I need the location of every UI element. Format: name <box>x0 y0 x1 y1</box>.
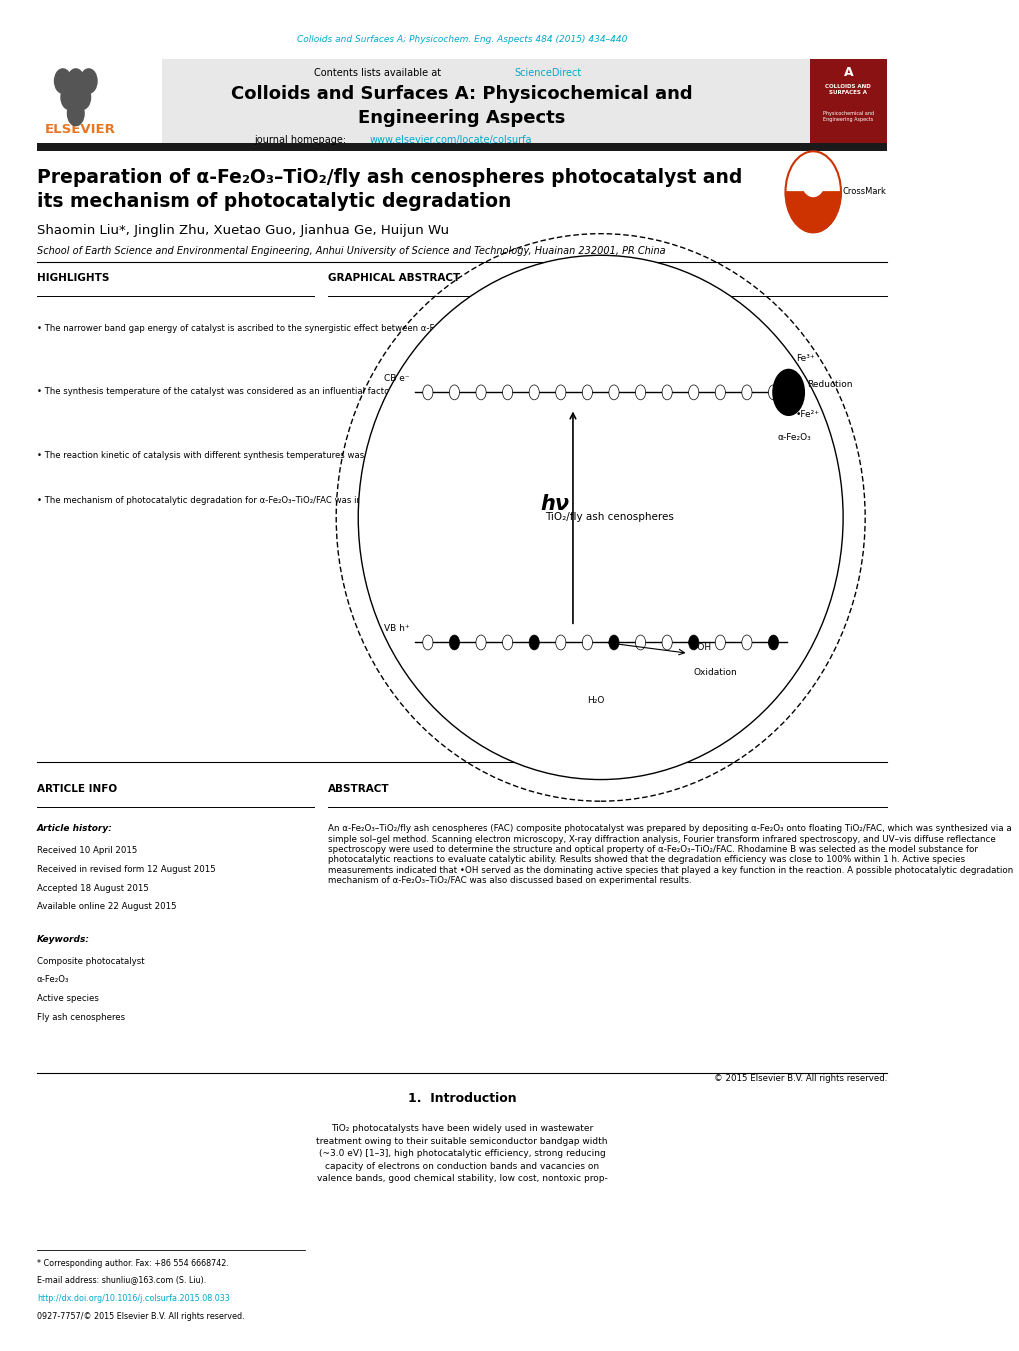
Text: Article history:: Article history: <box>37 824 113 834</box>
Circle shape <box>555 385 566 400</box>
Text: ELSEVIER: ELSEVIER <box>44 123 115 136</box>
Circle shape <box>767 385 777 400</box>
Text: Contents lists available at: Contents lists available at <box>314 68 444 77</box>
Circle shape <box>785 151 840 232</box>
Circle shape <box>476 635 486 650</box>
Text: ARTICLE INFO: ARTICLE INFO <box>37 784 117 793</box>
Text: Physicochemical and
Engineering Aspects: Physicochemical and Engineering Aspects <box>822 111 873 122</box>
Text: Received 10 April 2015: Received 10 April 2015 <box>37 846 138 855</box>
Circle shape <box>714 385 725 400</box>
Text: TiO₂/fly ash cenospheres: TiO₂/fly ash cenospheres <box>545 512 674 523</box>
Text: Composite photocatalyst: Composite photocatalyst <box>37 957 145 966</box>
Circle shape <box>800 159 825 197</box>
Text: Shaomin Liu*, Jinglin Zhu, Xuetao Guo, Jianhua Ge, Huijun Wu: Shaomin Liu*, Jinglin Zhu, Xuetao Guo, J… <box>37 224 448 238</box>
Text: ScienceDirect: ScienceDirect <box>515 68 582 77</box>
Text: COLLOIDS AND
SURFACES A: COLLOIDS AND SURFACES A <box>824 84 870 95</box>
Text: School of Earth Science and Environmental Engineering, Anhui University of Scien: School of Earth Science and Environmenta… <box>37 246 665 255</box>
Text: * Corresponding author. Fax: +86 554 6668742.: * Corresponding author. Fax: +86 554 666… <box>37 1259 228 1269</box>
Ellipse shape <box>358 255 843 780</box>
Text: CrossMark: CrossMark <box>842 188 886 196</box>
Circle shape <box>422 635 432 650</box>
Bar <box>37 59 887 143</box>
Circle shape <box>449 385 460 400</box>
Text: • The synthesis temperature of the catalyst was considered as an influential fac: • The synthesis temperature of the catal… <box>37 388 522 396</box>
Text: E-mail address: shunliu@163.com (S. Liu).: E-mail address: shunliu@163.com (S. Liu)… <box>37 1275 206 1285</box>
Text: TiO₂ photocatalysts have been widely used in wastewater
treatment owing to their: TiO₂ photocatalysts have been widely use… <box>316 1124 607 1183</box>
Circle shape <box>81 69 97 93</box>
Circle shape <box>635 385 645 400</box>
Circle shape <box>529 635 539 650</box>
Text: www.elsevier.com/locate/colsurfa: www.elsevier.com/locate/colsurfa <box>369 135 532 145</box>
Circle shape <box>741 385 751 400</box>
Circle shape <box>476 385 486 400</box>
Circle shape <box>661 635 672 650</box>
Circle shape <box>502 385 513 400</box>
Circle shape <box>73 85 91 109</box>
Text: Oxidation: Oxidation <box>693 667 736 677</box>
Text: Keywords:: Keywords: <box>37 935 90 944</box>
Text: Received in revised form 12 August 2015: Received in revised form 12 August 2015 <box>37 865 215 874</box>
Text: journal homepage:: journal homepage: <box>254 135 350 145</box>
Circle shape <box>67 69 84 93</box>
Text: ABSTRACT: ABSTRACT <box>328 784 389 793</box>
Circle shape <box>529 385 539 400</box>
Circle shape <box>661 385 672 400</box>
Circle shape <box>688 385 698 400</box>
Circle shape <box>741 635 751 650</box>
Circle shape <box>772 369 804 415</box>
Text: Available online 22 August 2015: Available online 22 August 2015 <box>37 902 176 912</box>
Bar <box>37 59 162 143</box>
Text: Preparation of α-Fe₂O₃–TiO₂/fly ash cenospheres photocatalyst and
its mechanism : Preparation of α-Fe₂O₃–TiO₂/fly ash ceno… <box>37 168 742 211</box>
Bar <box>37 143 887 151</box>
Circle shape <box>767 635 777 650</box>
Text: α-Fe₂O₃: α-Fe₂O₃ <box>776 432 810 442</box>
Circle shape <box>54 69 71 93</box>
Text: H₂O: H₂O <box>587 696 604 705</box>
Text: α-Fe₂O₃: α-Fe₂O₃ <box>37 975 69 985</box>
Circle shape <box>688 635 698 650</box>
Circle shape <box>608 385 619 400</box>
Text: hν: hν <box>539 494 569 513</box>
Text: Active species: Active species <box>37 994 99 1004</box>
Text: Reduction: Reduction <box>806 380 852 389</box>
Circle shape <box>582 385 592 400</box>
Circle shape <box>635 635 645 650</box>
Circle shape <box>422 385 432 400</box>
Circle shape <box>67 101 84 126</box>
Polygon shape <box>785 192 840 232</box>
Circle shape <box>449 635 460 650</box>
Circle shape <box>608 635 619 650</box>
Text: Colloids and Surfaces A: Physicochemical and
Engineering Aspects: Colloids and Surfaces A: Physicochemical… <box>231 85 692 127</box>
Text: 1.  Introduction: 1. Introduction <box>408 1092 516 1105</box>
Circle shape <box>582 635 592 650</box>
Circle shape <box>555 635 566 650</box>
Text: • The reaction kinetic of catalysis with different synthesis temperatures was di: • The reaction kinetic of catalysis with… <box>37 451 412 459</box>
Text: 0927-7757/© 2015 Elsevier B.V. All rights reserved.: 0927-7757/© 2015 Elsevier B.V. All right… <box>37 1312 245 1321</box>
Text: VB h⁺: VB h⁺ <box>384 624 410 634</box>
Text: •Fe²⁺: •Fe²⁺ <box>795 409 819 419</box>
Text: HIGHLIGHTS: HIGHLIGHTS <box>37 273 109 282</box>
Text: CB e⁻: CB e⁻ <box>384 374 410 382</box>
Circle shape <box>714 635 725 650</box>
Text: © 2015 Elsevier B.V. All rights reserved.: © 2015 Elsevier B.V. All rights reserved… <box>713 1074 887 1084</box>
Text: • The narrower band gap energy of catalyst is ascribed to the synergistic effect: • The narrower band gap energy of cataly… <box>37 324 494 334</box>
Text: Colloids and Surfaces A; Physicochem. Eng. Aspects 484 (2015) 434–440: Colloids and Surfaces A; Physicochem. En… <box>297 35 627 45</box>
Circle shape <box>502 635 513 650</box>
Text: http://dx.doi.org/10.1016/j.colsurfa.2015.08.033: http://dx.doi.org/10.1016/j.colsurfa.201… <box>37 1294 229 1304</box>
Bar <box>810 59 887 143</box>
Circle shape <box>61 85 77 109</box>
Text: Fe³⁺: Fe³⁺ <box>795 354 814 362</box>
Text: • The mechanism of photocatalytic degradation for α-Fe₂O₃–TiO₂/FAC was investiga: • The mechanism of photocatalytic degrad… <box>37 496 410 505</box>
Text: A: A <box>843 66 852 80</box>
Text: An α-Fe₂O₃–TiO₂/fly ash cenospheres (FAC) composite photocatalyst was prepared b: An α-Fe₂O₃–TiO₂/fly ash cenospheres (FAC… <box>328 824 1012 885</box>
Text: GRAPHICAL ABSTRACT: GRAPHICAL ABSTRACT <box>328 273 460 282</box>
Text: •OH: •OH <box>693 643 711 653</box>
Text: Fly ash cenospheres: Fly ash cenospheres <box>37 1013 125 1023</box>
Text: Accepted 18 August 2015: Accepted 18 August 2015 <box>37 884 149 893</box>
